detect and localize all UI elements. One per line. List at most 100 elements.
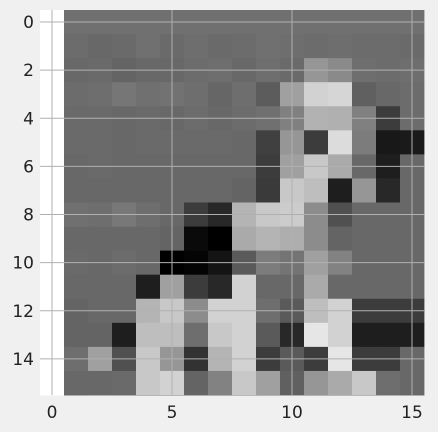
heatmap-cells (40, 10, 425, 396)
x-tick-label: 0 (47, 403, 58, 423)
heatmap-cell (112, 274, 137, 300)
y-axis-ticks: 0 2 4 6 8 10 12 14 (12, 13, 34, 370)
heatmap-cell (184, 322, 209, 348)
heatmap-cell (376, 178, 401, 203)
heatmap-cell (256, 274, 281, 300)
heatmap-cell (112, 370, 137, 396)
heatmap-cell (208, 82, 233, 107)
heatmap-cell (232, 226, 257, 252)
heatmap-cell (328, 178, 353, 203)
heatmap-cell (352, 226, 377, 252)
heatmap-cell (208, 178, 233, 203)
heatmap-cell (136, 178, 161, 203)
heatmap-cell (136, 274, 161, 300)
heatmap-cell (136, 226, 161, 252)
heatmap-cell (112, 130, 137, 155)
heatmap-cell (304, 34, 329, 59)
heatmap-cell (232, 370, 257, 396)
y-tick-label: 8 (23, 206, 34, 226)
heatmap-cell (328, 226, 353, 252)
heatmap-cell (304, 370, 329, 396)
heatmap-cell (376, 34, 401, 59)
heatmap-cell (184, 178, 209, 203)
heatmap-cell (112, 322, 137, 348)
heatmap-cell (232, 274, 257, 300)
x-tick-label: 5 (167, 403, 178, 423)
heatmap-cell (88, 226, 113, 252)
heatmap-cell (376, 130, 401, 155)
y-tick-label: 14 (12, 350, 34, 370)
heatmap-cell (88, 34, 113, 59)
heatmap-cell (136, 82, 161, 107)
heatmap-cell (64, 178, 89, 203)
x-axis-ticks: 0 5 10 15 (47, 403, 423, 423)
heatmap-cell (136, 322, 161, 348)
heatmap-cell (304, 82, 329, 107)
heatmap-cell (64, 370, 89, 396)
heatmap-cell (376, 226, 401, 252)
heatmap-cell (184, 82, 209, 107)
heatmap-cell (376, 322, 401, 348)
heatmap-cell (256, 82, 281, 107)
heatmap-cell (208, 370, 233, 396)
heatmap-cell (352, 370, 377, 396)
heatmap-cell (256, 178, 281, 203)
heatmap-cell (88, 274, 113, 300)
grid-lines (40, 10, 424, 395)
heatmap-cell (256, 370, 281, 396)
heatmap-cell (64, 130, 89, 155)
heatmap-cell (208, 130, 233, 155)
heatmap-cell (88, 82, 113, 107)
heatmap-cell (64, 274, 89, 300)
heatmap-cell (184, 370, 209, 396)
heatmap-cell (232, 322, 257, 348)
heatmap-cell (304, 130, 329, 155)
heatmap-cell (88, 322, 113, 348)
heatmap-cell (376, 274, 401, 300)
heatmap-cell (328, 274, 353, 300)
heatmap-cell (328, 130, 353, 155)
heatmap-cell (232, 82, 257, 107)
x-tick-label: 10 (281, 403, 303, 423)
heatmap-cell (136, 370, 161, 396)
heatmap-cell (184, 34, 209, 59)
heatmap-cell (328, 82, 353, 107)
heatmap-cell (88, 370, 113, 396)
heatmap-cell (136, 34, 161, 59)
heatmap-cell (256, 226, 281, 252)
y-tick-label: 12 (12, 302, 34, 322)
x-tick-label: 15 (401, 403, 423, 423)
y-tick-label: 4 (23, 109, 34, 129)
heatmap-cell (64, 34, 89, 59)
heatmap-cell (184, 226, 209, 252)
heatmap-cell (376, 82, 401, 107)
heatmap-cell (352, 82, 377, 107)
heatmap-cell (328, 370, 353, 396)
heatmap-cell (208, 322, 233, 348)
heatmap-cell (184, 274, 209, 300)
heatmap-cell (352, 34, 377, 59)
heatmap-cell (136, 130, 161, 155)
y-tick-label: 6 (23, 157, 34, 177)
heatmap-cell (88, 130, 113, 155)
heatmap-cell (352, 130, 377, 155)
heatmap-cell (112, 34, 137, 59)
heatmap-cell (208, 34, 233, 59)
heatmap-cell (232, 34, 257, 59)
heatmap-cell (88, 178, 113, 203)
heatmap-cell (64, 82, 89, 107)
heatmap-cell (256, 34, 281, 59)
heatmap-cell (304, 322, 329, 348)
heatmap-cell (328, 34, 353, 59)
heatmap-cell (304, 226, 329, 252)
heatmap-cell (256, 322, 281, 348)
heatmap-cell (208, 274, 233, 300)
heatmap-cell (112, 178, 137, 203)
heatmap-cell (352, 178, 377, 203)
heatmap-cell (304, 274, 329, 300)
heatmap-cell (232, 130, 257, 155)
heatmap-cell (304, 178, 329, 203)
y-tick-label: 10 (12, 254, 34, 274)
heatmap-cell (232, 178, 257, 203)
